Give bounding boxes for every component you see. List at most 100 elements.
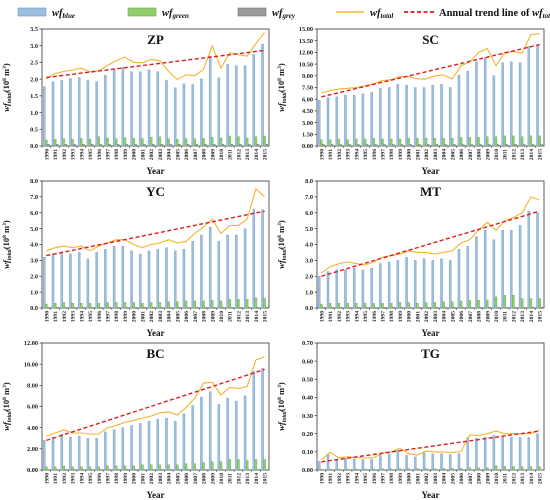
bar-wf-green xyxy=(149,137,153,147)
bar-wf-blue xyxy=(95,438,98,471)
bar-wf-grey xyxy=(178,307,181,309)
bar-wf-blue xyxy=(379,454,382,471)
x-tick-label: 2001 xyxy=(140,149,146,160)
x-tick-label: 2002 xyxy=(424,311,430,322)
bar-wf-grey xyxy=(248,469,251,471)
bar-wf-green xyxy=(337,468,341,471)
y-tick-label: 0.00 xyxy=(27,467,38,474)
bar-wf-green xyxy=(149,464,153,471)
x-tick-label: 2000 xyxy=(132,149,138,160)
x-tick-label: 2011 xyxy=(503,311,509,322)
bar-wf-blue xyxy=(457,453,461,471)
x-tick-label: 2006 xyxy=(459,473,465,484)
bar-wf-green xyxy=(45,139,48,147)
bar-wf-blue xyxy=(326,454,330,471)
x-tick-label: 2013 xyxy=(245,311,251,322)
plot-frame xyxy=(41,342,270,471)
y-tick-label: 3.00 xyxy=(302,120,313,127)
y-tick-label: 15.00 xyxy=(299,26,313,33)
bar-wf-grey xyxy=(82,469,85,471)
bar-wf-green xyxy=(228,299,231,309)
bar-wf-grey xyxy=(488,144,491,147)
bar-wf-blue xyxy=(243,65,247,147)
bar-wf-blue xyxy=(104,249,107,309)
bar-wf-blue xyxy=(174,87,177,147)
bar-wf-grey xyxy=(186,144,190,147)
x-tick-label: 2002 xyxy=(149,311,155,322)
bar-wf-grey xyxy=(374,307,378,309)
bar-wf-green xyxy=(503,466,506,471)
bar-wf-blue xyxy=(77,435,81,471)
x-tick-label: 1994 xyxy=(354,473,360,484)
bar-wf-blue xyxy=(60,433,63,471)
bar-wf-green xyxy=(228,459,231,471)
bar-wf-green xyxy=(245,460,249,471)
bar-wf-grey xyxy=(239,469,242,471)
x-tick-label: 1994 xyxy=(354,311,360,322)
bar-wf-blue xyxy=(440,258,443,309)
y-tick-label: 6.00 xyxy=(302,96,313,103)
bar-wf-green xyxy=(219,300,223,309)
bar-wf-grey xyxy=(108,307,111,309)
bar-wf-blue xyxy=(335,458,338,471)
x-tick-label: 2000 xyxy=(407,473,413,484)
x-tick-label: 1998 xyxy=(114,473,120,484)
bar-wf-blue xyxy=(475,61,478,147)
bar-wf-blue xyxy=(77,77,81,147)
x-tick-label: 2003 xyxy=(433,149,439,160)
x-tick-label: 2010 xyxy=(494,311,500,322)
bar-wf-grey xyxy=(134,469,137,471)
bar-wf-blue xyxy=(235,65,238,147)
x-tick-label: 1998 xyxy=(389,473,395,484)
bar-wf-green xyxy=(158,302,162,309)
x-tick-label: 1995 xyxy=(363,149,369,160)
x-tick-label: 2003 xyxy=(433,473,439,484)
bar-wf-blue xyxy=(60,80,63,147)
bar-wf-blue xyxy=(318,276,321,309)
bar-wf-grey xyxy=(427,144,430,147)
bar-wf-blue xyxy=(475,438,478,471)
bar-wf-grey xyxy=(195,469,199,471)
panel-title: MT xyxy=(420,184,441,199)
x-tick-label: 1992 xyxy=(62,311,68,322)
y-tick-label: 0.00 xyxy=(302,467,313,474)
bar-wf-blue xyxy=(112,245,116,309)
bar-wf-grey xyxy=(365,144,369,147)
bar-wf-green xyxy=(433,138,437,147)
bar-wf-blue xyxy=(69,437,72,471)
bar-wf-blue xyxy=(191,84,194,147)
bar-wf-blue xyxy=(518,225,522,309)
y-tick-label: 4.00 xyxy=(27,425,38,432)
bar-wf-grey xyxy=(143,307,146,309)
bar-wf-blue xyxy=(112,429,116,471)
chart-panel-tg: 0.00 0.10 0.20 0.30 0.40 0.50 0.60 0.70 1990 1991… xyxy=(276,340,545,500)
bar-wf-green xyxy=(538,466,541,471)
bar-wf-blue xyxy=(396,260,400,309)
bar-wf-grey xyxy=(169,307,172,309)
x-tick-label: 1996 xyxy=(97,473,103,484)
bar-wf-green xyxy=(389,138,393,147)
bar-wf-grey xyxy=(117,469,120,471)
bar-wf-green xyxy=(193,300,197,309)
bar-wf-blue xyxy=(501,437,504,471)
bar-wf-grey xyxy=(444,144,447,147)
x-tick-label: 2001 xyxy=(415,473,421,484)
bar-wf-grey xyxy=(256,144,260,147)
bar-wf-green xyxy=(62,465,66,471)
bar-wf-blue xyxy=(77,252,81,309)
x-tick-label: 1993 xyxy=(71,311,77,322)
bar-wf-green xyxy=(228,135,231,147)
bar-wf-blue xyxy=(396,449,400,471)
bar-wf-green xyxy=(416,138,419,147)
bar-wf-green xyxy=(337,303,341,309)
bar-wf-green xyxy=(80,138,83,147)
bar-wf-blue xyxy=(156,249,159,309)
trend-line xyxy=(46,49,265,79)
bar-wf-blue xyxy=(501,230,504,309)
bar-wf-grey xyxy=(169,469,172,471)
bar-wf-green xyxy=(486,467,489,471)
bar-wf-grey xyxy=(90,469,94,471)
x-tick-label: 1993 xyxy=(71,473,77,484)
bar-wf-grey xyxy=(99,307,103,309)
bar-wf-grey xyxy=(55,307,59,309)
